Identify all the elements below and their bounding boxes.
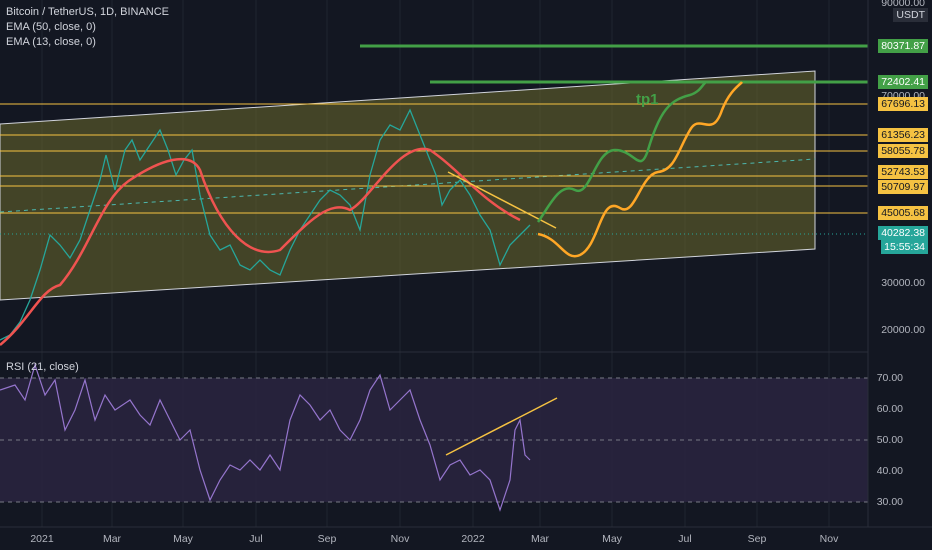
time-axis-label: Jul xyxy=(678,533,691,545)
rsi-label[interactable]: RSI (21, close) xyxy=(6,361,79,373)
indicator-ema50[interactable]: EMA (50, close, 0) xyxy=(6,21,96,33)
levels xyxy=(0,44,868,235)
ema-50-line xyxy=(0,147,521,346)
trendline xyxy=(447,171,557,229)
time-axis-label: Nov xyxy=(820,533,839,545)
currency-label[interactable]: USDT xyxy=(893,8,928,22)
level-tag: 72402.41 xyxy=(878,75,928,89)
time-axis-label: Nov xyxy=(391,533,410,545)
level-tag: 58055.78 xyxy=(878,144,928,158)
level-tag: 45005.68 xyxy=(878,206,928,220)
price-tick: 20000.00 xyxy=(881,324,925,336)
time-axis-label: Sep xyxy=(318,533,337,545)
rsi-tick: 30.00 xyxy=(876,496,903,508)
time-axis-label: Sep xyxy=(748,533,767,545)
level-tag: 80371.87 xyxy=(878,39,928,53)
rsi-series xyxy=(0,362,531,512)
rsi-tick: 60.00 xyxy=(876,403,903,415)
rsi-tick: 40.00 xyxy=(876,465,903,477)
rsi-tick: 50.00 xyxy=(876,434,903,446)
time-axis-label: Jul xyxy=(249,533,262,545)
green-projection xyxy=(536,81,707,223)
price-series xyxy=(0,108,531,341)
time-axis-label: 2021 xyxy=(30,533,54,545)
level-tag: 67696.13 xyxy=(878,97,928,111)
time-axis-label: 2022 xyxy=(461,533,485,545)
level-tag: 52743.53 xyxy=(878,165,928,179)
last-price-tag: 40282.38 xyxy=(878,226,928,240)
time-axis-label: Mar xyxy=(531,533,550,545)
indicator-ema13[interactable]: EMA (13, close, 0) xyxy=(6,36,96,48)
time-axis-label: Mar xyxy=(103,533,122,545)
price-tick: 30000.00 xyxy=(881,277,925,289)
rsi-trendline xyxy=(445,397,558,456)
time-axis-label: May xyxy=(173,533,194,545)
time-axis-label: May xyxy=(602,533,623,545)
orange-projection xyxy=(537,81,744,258)
level-tag: 50709.97 xyxy=(878,180,928,194)
countdown-tag: 15:55:34 xyxy=(881,240,928,254)
rsi-tick: 70.00 xyxy=(876,372,903,384)
price-tick: 90000.00 xyxy=(881,0,925,9)
level-tag: 61356.23 xyxy=(878,128,928,142)
symbol-title: Bitcoin / TetherUS, 1D, BINANCE xyxy=(6,6,170,18)
tp1-label: tp1 xyxy=(636,91,659,108)
